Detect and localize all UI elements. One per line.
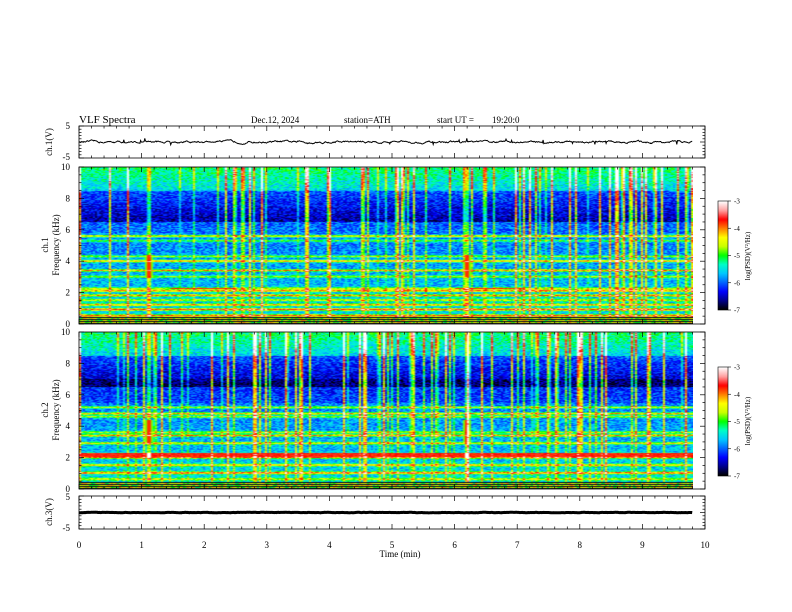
- figure-title: VLF Spectra: [79, 114, 136, 126]
- ch1-spectrogram-panel: 0 2 4 6 8 10 ch.1 Frequency (kHz): [40, 162, 706, 329]
- ch3-y-label: ch.3(V): [44, 498, 54, 526]
- colorbar-tick-label: -5: [734, 418, 740, 426]
- x-tick-label: 1: [139, 540, 144, 550]
- y-tick-label: 4: [66, 256, 71, 266]
- colorbar-tick-label: -7: [734, 473, 740, 481]
- ch1-waveform-panel: 5 -5 ch.1(V): [44, 121, 706, 162]
- header-date: Dec.12, 2024: [251, 115, 300, 125]
- colorbar-tick-label: -7: [734, 307, 740, 315]
- colorbar-tick-label: -6: [734, 445, 740, 453]
- ch2-spec-y-label-top: ch.2: [40, 402, 50, 417]
- x-tick-label: 0: [77, 540, 82, 550]
- x-axis-label: Time (min): [380, 549, 421, 559]
- ch3-ytick-minus5: -5: [63, 523, 71, 533]
- y-tick-label: 0: [66, 484, 71, 494]
- y-tick-label: 2: [66, 453, 71, 463]
- ch2-colorbar-label: log(PSD)(V²/Hz): [744, 396, 752, 445]
- colorbar-tick-label: -6: [734, 279, 740, 287]
- ch1-spec-y-tick-labels: 0 2 4 6 8 10: [61, 162, 71, 329]
- y-tick-label: 2: [66, 288, 71, 298]
- x-tick-labels: 0 1 2 3 4 5 6 7 8 9 10: [77, 540, 710, 550]
- ch3-ytick-5: 5: [66, 492, 71, 502]
- ch3-waveform-trace: [78, 510, 693, 515]
- header-station: station=ATH: [344, 115, 391, 125]
- x-tick-label: 3: [265, 540, 270, 550]
- ch1-spec-y-label: Frequency (kHz): [51, 214, 61, 275]
- ch2-spec-x-ticks: [78, 332, 706, 489]
- ch1-ytick-5: 5: [66, 121, 71, 131]
- ch3-waveform-panel: 5 -5 ch.3(V): [44, 492, 706, 533]
- x-tick-label: 4: [327, 540, 332, 550]
- colorbar-tick-label: -4: [734, 391, 740, 399]
- y-tick-label: 8: [66, 193, 71, 203]
- ch1-spec-y-ticks: [79, 166, 705, 325]
- y-tick-label: 10: [61, 327, 71, 337]
- ch1-colorbar-label: log(PSD)(V²/Hz): [744, 231, 752, 280]
- ch2-spec-y-ticks: [79, 331, 705, 490]
- ch1-y-label: ch.1(V): [44, 128, 54, 156]
- header-start-time: 19:20:0: [492, 115, 520, 125]
- ch2-spectrogram-image: [79, 332, 693, 489]
- ch2-colorbar: -3 -4 -5 -6 -7 log(PSD)(V²/Hz): [717, 364, 752, 481]
- x-tick-label: 2: [202, 540, 207, 550]
- y-tick-label: 6: [66, 390, 71, 400]
- ch1-colorbar-image: [718, 201, 728, 310]
- ch1-x-ticks: [78, 126, 706, 158]
- colorbar-tick-label: -4: [734, 225, 740, 233]
- x-tick-label: 8: [578, 540, 583, 550]
- x-tick-label: 10: [701, 540, 711, 550]
- y-tick-label: 0: [66, 319, 71, 329]
- colorbar-tick-label: -3: [734, 364, 740, 372]
- colorbar-tick-label: -3: [734, 198, 740, 206]
- x-tick-label: 7: [515, 540, 520, 550]
- ch1-colorbar: -3 -4 -5 -6 -7 log(PSD)(V²/Hz): [717, 198, 752, 315]
- colorbar-tick-label: -5: [734, 252, 740, 260]
- ch3-x-ticks: [78, 496, 706, 529]
- ch1-spec-x-ticks: [78, 167, 706, 324]
- x-tick-label: 6: [452, 540, 457, 550]
- ch3-y-ticks: [79, 495, 705, 530]
- ch1-colorbar-ticks: -3 -4 -5 -6 -7: [728, 198, 740, 315]
- ch1-y-ticks: [79, 125, 705, 159]
- y-tick-label: 6: [66, 225, 71, 235]
- ch1-ytick-minus5: -5: [63, 152, 71, 162]
- ch1-spectrogram-image: [79, 167, 693, 324]
- header-start-label: start UT =: [437, 115, 474, 125]
- y-tick-label: 10: [61, 162, 71, 172]
- ch1-spec-y-label-top: ch.1: [40, 237, 50, 252]
- y-tick-label: 8: [66, 358, 71, 368]
- ch2-colorbar-ticks: -3 -4 -5 -6 -7: [728, 364, 740, 481]
- ch2-colorbar-image: [718, 367, 728, 476]
- ch2-spec-y-label: Frequency (kHz): [51, 379, 61, 440]
- x-tick-label: 5: [390, 540, 395, 550]
- ch2-spectrogram-panel: 0 2 4 6 8 10 ch.2 Frequency (kHz): [40, 327, 706, 494]
- y-tick-label: 4: [66, 421, 71, 431]
- ch1-waveform-trace: [78, 137, 693, 147]
- ch2-spec-y-tick-labels: 0 2 4 6 8 10: [61, 327, 71, 494]
- x-tick-label: 9: [640, 540, 645, 550]
